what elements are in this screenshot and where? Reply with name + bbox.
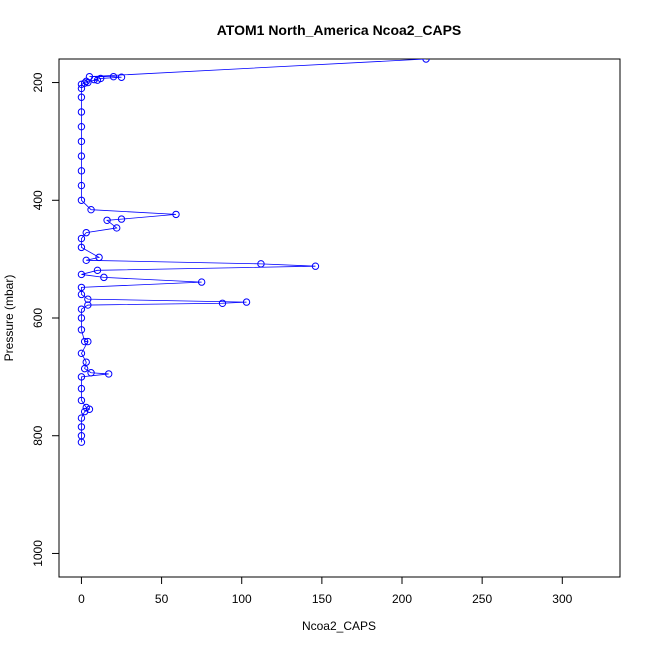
data-point xyxy=(77,234,86,243)
x-tick-label: 100 xyxy=(232,592,252,606)
data-point xyxy=(422,59,430,63)
data-point xyxy=(77,349,86,358)
x-tick-label: 50 xyxy=(155,592,169,606)
y-axis-label: Pressure (mbar) xyxy=(2,275,16,362)
data-point xyxy=(197,278,206,286)
data-point xyxy=(117,215,126,223)
data-point xyxy=(77,384,86,393)
series-markers xyxy=(77,59,430,446)
data-point xyxy=(80,407,89,416)
data-point xyxy=(103,216,111,224)
data-point xyxy=(77,305,86,313)
y-tick-label: 400 xyxy=(31,190,45,210)
data-point xyxy=(77,396,86,405)
data-point xyxy=(77,122,86,131)
y-tick-label: 600 xyxy=(31,308,45,328)
data-point xyxy=(77,152,86,160)
data-point xyxy=(77,84,86,93)
data-point xyxy=(77,243,86,252)
x-tick-label: 200 xyxy=(392,592,412,606)
series-line xyxy=(80,59,427,443)
data-point xyxy=(84,301,92,309)
data-point xyxy=(82,256,90,265)
data-point xyxy=(77,290,86,299)
data-point xyxy=(77,283,86,292)
data-point xyxy=(90,75,98,84)
data-point xyxy=(95,253,103,262)
data-point xyxy=(77,80,86,89)
data-point xyxy=(87,369,95,377)
data-point xyxy=(218,299,227,307)
chart-title: ATOM1 North_America Ncoa2_CAPS xyxy=(217,22,462,38)
data-point xyxy=(172,210,180,219)
data-point xyxy=(104,370,113,378)
series-layer xyxy=(77,59,430,446)
data-point xyxy=(77,326,86,334)
data-point xyxy=(77,93,86,101)
data-point xyxy=(77,137,86,146)
data-point xyxy=(80,337,89,346)
y-tick-label: 800 xyxy=(31,425,45,445)
data-point xyxy=(109,72,118,81)
plot-frame xyxy=(58,58,621,578)
x-axis: 0 50 100 150 200 250 300 xyxy=(78,576,573,606)
data-point xyxy=(84,295,92,303)
data-point xyxy=(77,373,86,381)
data-point xyxy=(100,273,108,282)
data-point xyxy=(93,266,102,275)
data-point xyxy=(82,228,90,237)
y-tick-label: 200 xyxy=(31,72,45,92)
data-point xyxy=(84,337,92,346)
x-tick-label: 0 xyxy=(78,592,85,606)
x-axis-label: Ncoa2_CAPS xyxy=(302,619,376,633)
data-point xyxy=(77,423,86,431)
data-point xyxy=(77,108,86,116)
data-point xyxy=(93,76,102,84)
y-axis: 200 400 600 800 1000 xyxy=(31,72,60,567)
x-tick-label: 300 xyxy=(552,592,572,606)
data-point xyxy=(80,364,89,373)
data-point xyxy=(77,167,86,175)
data-point xyxy=(242,298,251,306)
data-point xyxy=(87,205,95,214)
x-tick-label: 150 xyxy=(312,592,332,606)
data-point xyxy=(80,79,89,87)
data-point xyxy=(77,414,86,422)
data-point xyxy=(77,314,86,322)
y-tick-label: 1000 xyxy=(31,540,45,567)
data-point xyxy=(257,260,265,268)
data-point xyxy=(117,73,126,81)
data-point xyxy=(77,270,86,279)
data-point xyxy=(77,181,86,190)
x-tick-label: 250 xyxy=(472,592,492,606)
data-point xyxy=(311,262,320,270)
data-point xyxy=(113,224,121,232)
data-point xyxy=(77,196,86,204)
data-point xyxy=(77,438,86,446)
